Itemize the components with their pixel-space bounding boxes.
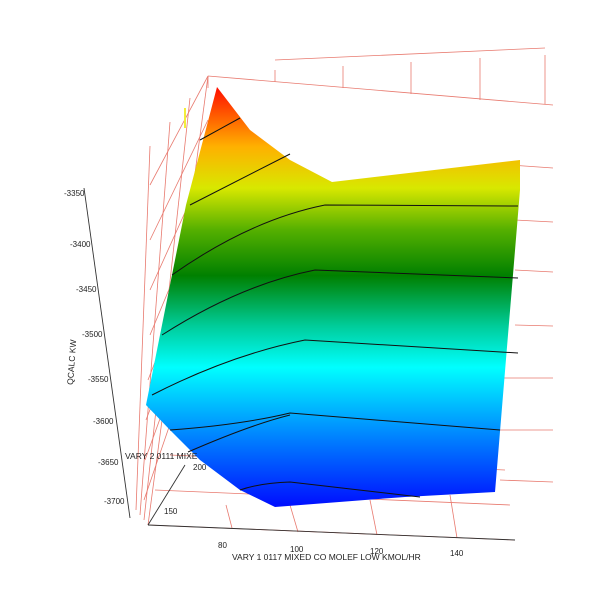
y-axis-ticks: 150 200 — [164, 463, 207, 516]
x-tick-label: 140 — [450, 549, 464, 558]
axes — [83, 187, 516, 541]
y-axis-label: VARY 2 0111 MIXE — [125, 451, 198, 461]
z-tick-label: -3600 — [93, 417, 114, 426]
back-wall-grid — [207, 47, 554, 106]
x-tick-label: 100 — [290, 545, 304, 554]
z-tick-label: -3400 — [70, 240, 91, 249]
z-tick-label: -3500 — [82, 330, 103, 339]
z-axis-label: QCALC KW — [65, 339, 78, 385]
x-axis-label: VARY 1 0117 MIXED CO MOLEF LOW KMOL/HR — [232, 552, 421, 562]
z-tick-label: -3450 — [76, 285, 97, 294]
y-tick-label: 150 — [164, 507, 178, 516]
z-tick-label: -3550 — [88, 375, 109, 384]
x-axis-ticks: 80 100 120 140 — [218, 541, 464, 558]
x-tick-label: 120 — [370, 547, 384, 556]
x-tick-label: 80 — [218, 541, 227, 550]
z-tick-label: -3650 — [98, 458, 119, 467]
contour-lines — [151, 117, 519, 498]
z-axis-ticks: -3350 -3400 -3450 -3500 -3550 -3600 -365… — [64, 189, 125, 506]
surface — [146, 87, 520, 507]
z-tick-label: -3350 — [64, 189, 85, 198]
z-tick-label: -3700 — [104, 497, 125, 506]
y-tick-label: 200 — [193, 463, 207, 472]
